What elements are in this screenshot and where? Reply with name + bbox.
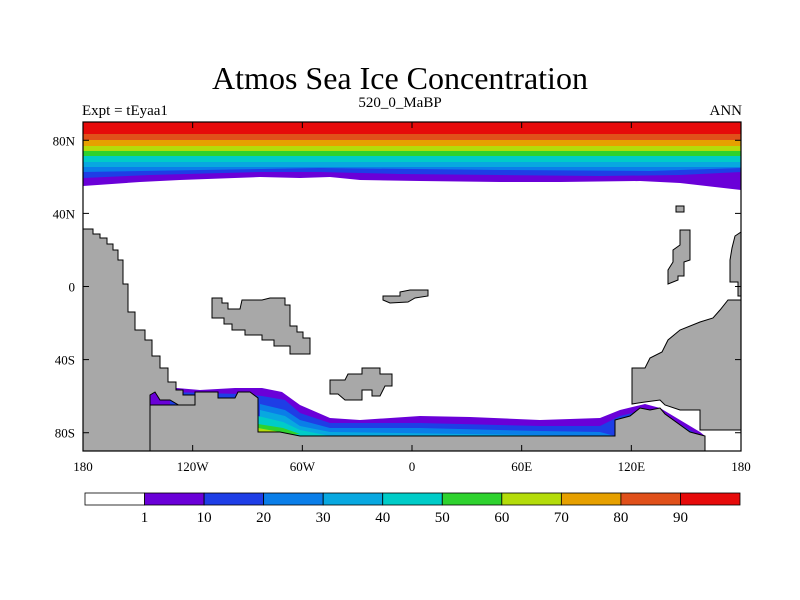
colorbar-swatch bbox=[560, 492, 622, 506]
colorbar-swatch bbox=[144, 492, 205, 506]
land-east-continent bbox=[631, 231, 741, 431]
x-tick-label: 120E bbox=[618, 459, 646, 474]
colorbar-swatch bbox=[620, 492, 681, 506]
season-label: ANN bbox=[709, 103, 743, 119]
x-axis: 180 120W 60W 0 60E 120E 180 bbox=[73, 122, 751, 474]
colorbar-swatch bbox=[501, 492, 562, 506]
colorbar-label: 60 bbox=[494, 510, 509, 526]
colorbar-swatch bbox=[203, 492, 265, 506]
colorbar-swatch bbox=[382, 492, 443, 506]
map-field bbox=[83, 122, 741, 451]
y-tick-label: 80N bbox=[53, 133, 76, 148]
map-title: Atmos Sea Ice Concentration bbox=[212, 60, 588, 96]
x-tick-label: 60E bbox=[511, 459, 532, 474]
period-label: 520_0_MaBP bbox=[358, 95, 442, 111]
colorbar-label: 1 bbox=[141, 510, 149, 526]
colorbar-swatch bbox=[322, 492, 384, 506]
colorbar-swatch bbox=[263, 492, 324, 506]
colorbar-swatch bbox=[680, 492, 741, 506]
land-east-island-b bbox=[675, 205, 685, 213]
x-tick-label: 180 bbox=[731, 459, 751, 474]
colorbar-label: 70 bbox=[554, 510, 569, 526]
land-island-north bbox=[382, 289, 429, 304]
land-masses bbox=[83, 205, 741, 451]
x-tick-label: 0 bbox=[409, 459, 416, 474]
land-antarctica bbox=[149, 391, 706, 451]
y-axis: 80N 40N 0 40S 80S bbox=[53, 133, 741, 441]
colorbar-swatch bbox=[84, 492, 145, 506]
y-tick-label: 40S bbox=[55, 353, 75, 368]
colorbar-swatch bbox=[441, 492, 503, 506]
colorbar: 1 10 20 30 40 50 60 70 80 90 bbox=[84, 492, 741, 526]
arctic-sea-ice bbox=[83, 122, 741, 190]
y-tick-label: 80S bbox=[55, 426, 75, 441]
x-tick-label: 60W bbox=[290, 459, 316, 474]
y-tick-label: 0 bbox=[69, 280, 76, 295]
colorbar-label: 90 bbox=[673, 510, 688, 526]
x-tick-label: 120W bbox=[177, 459, 210, 474]
land-east-island-a bbox=[667, 229, 691, 285]
antarctic-sea-ice bbox=[150, 387, 705, 436]
colorbar-label: 20 bbox=[256, 510, 271, 526]
experiment-label: Expt = tEyaa1 bbox=[82, 103, 168, 119]
y-tick-label: 40N bbox=[53, 206, 76, 221]
land-west-continent bbox=[83, 228, 196, 451]
colorbar-label: 50 bbox=[435, 510, 450, 526]
land-island-south-a bbox=[329, 367, 393, 401]
colorbar-label: 30 bbox=[316, 510, 331, 526]
land-central-continent bbox=[211, 297, 311, 355]
colorbar-label: 80 bbox=[613, 510, 628, 526]
colorbar-label: 10 bbox=[197, 510, 212, 526]
colorbar-label: 40 bbox=[375, 510, 390, 526]
x-tick-label: 180 bbox=[73, 459, 93, 474]
